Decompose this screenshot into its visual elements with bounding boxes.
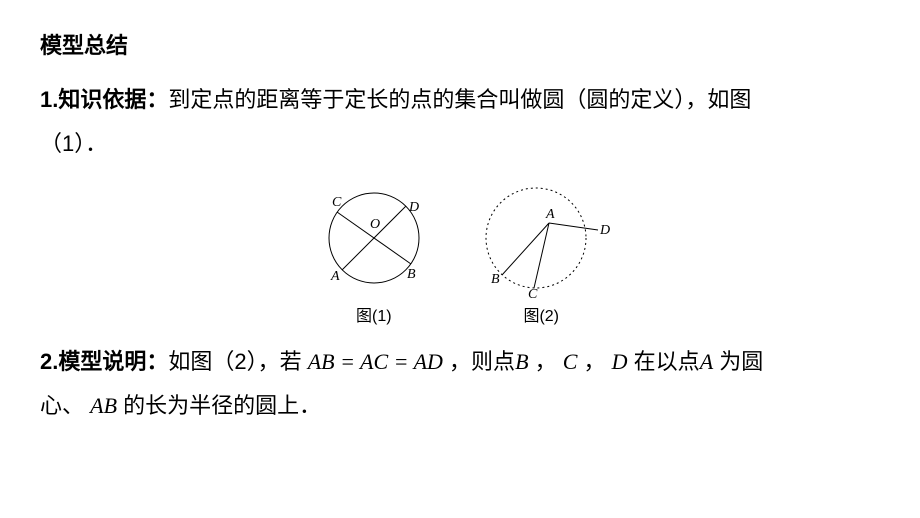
item-2-pA: A <box>700 349 713 374</box>
item-2-pC: C <box>563 349 578 374</box>
item-2-comma2: ， <box>577 349 611 374</box>
item-2-eq1: AB = AC = AD <box>308 349 443 374</box>
fig1-label-C: C <box>332 195 342 210</box>
item-1-label: 1.知识依据： <box>40 87 168 112</box>
figure-2-caption: 图(2) <box>466 302 616 326</box>
item-2-eq2: AB <box>90 393 117 418</box>
fig2-label-C: C <box>528 287 538 298</box>
section-title: 模型总结 <box>40 28 880 60</box>
figure-1-caption: 图(1) <box>304 302 444 326</box>
item-2-label: 2.模型说明： <box>40 349 168 374</box>
figures-row: C D A B O 图(1) A D B C 图(2) <box>40 178 880 326</box>
item-2-text-f: 的长为半径的圆上． <box>117 393 321 418</box>
fig2-label-B: B <box>491 272 500 287</box>
figure-2-svg: A D B C <box>466 178 616 298</box>
fig2-line-AD <box>549 223 598 230</box>
fig1-label-D: D <box>408 200 419 215</box>
item-2-text-e: 心、 <box>40 393 90 418</box>
figure-2: A D B C 图(2) <box>466 178 616 326</box>
item-1: 1.知识依据：到定点的距离等于定长的点的集合叫做圆（圆的定义），如图 （1）． <box>40 78 880 166</box>
fig1-label-B: B <box>407 267 416 282</box>
figure-1: C D A B O 图(1) <box>304 178 444 326</box>
item-2-pB: B <box>515 349 528 374</box>
fig1-label-A: A <box>330 269 340 284</box>
item-1-text-b: （1）． <box>40 131 107 156</box>
fig2-line-AB <box>502 223 549 275</box>
fig1-label-O: O <box>370 217 380 232</box>
item-2-comma1: ， <box>529 349 563 374</box>
fig2-label-A: A <box>545 207 555 222</box>
fig2-label-D: D <box>599 223 610 238</box>
item-2-text-d: 为圆 <box>713 349 763 374</box>
item-1-text-a: 到定点的距离等于定长的点的集合叫做圆（圆的定义），如图 <box>168 87 751 112</box>
item-2-pD: D <box>612 349 628 374</box>
item-2-text-c: 在以点 <box>628 349 700 374</box>
item-2-text-b: ，则点 <box>443 349 515 374</box>
fig2-line-AC <box>534 223 549 288</box>
page: 模型总结 1.知识依据：到定点的距离等于定长的点的集合叫做圆（圆的定义），如图 … <box>0 0 920 428</box>
item-2: 2.模型说明：如图（2），若 AB = AC = AD ，则点B ， C ， D… <box>40 340 880 428</box>
figure-1-svg: C D A B O <box>304 178 444 298</box>
item-2-text-a: 如图（2），若 <box>168 349 307 374</box>
